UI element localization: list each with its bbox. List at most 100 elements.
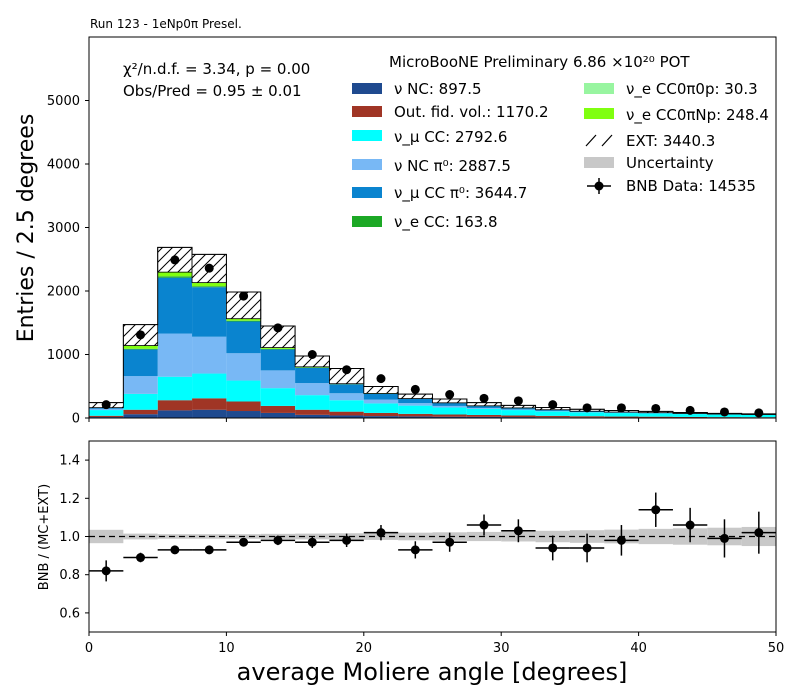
svg-text:ν NC: 897.5: ν NC: 897.5 xyxy=(394,80,482,98)
ratio-point xyxy=(582,543,592,553)
bar-numu_cc_pi0-3 xyxy=(192,287,227,337)
top-x-ticks xyxy=(88,418,777,422)
bar-nue_cc-4 xyxy=(226,320,261,322)
bar-numu_cc-0 xyxy=(89,410,124,416)
y-tick-label: 5000 xyxy=(47,94,80,109)
top-y-axis-label: Entries / 2.5 degrees xyxy=(14,114,39,343)
data-point xyxy=(719,407,729,417)
bar-nu_nc_pi0-0 xyxy=(89,408,124,411)
bar-out_fid-19 xyxy=(741,417,776,418)
legend-item-nue-cc0pi0p: ν_e CC0π0p: 30.3 xyxy=(584,80,758,99)
legend-item-ext: EXT: 3440.3 xyxy=(585,132,715,150)
ratio-point xyxy=(410,545,420,555)
ratio-point xyxy=(239,537,249,547)
legend-item-data: BNB Data: 14535 xyxy=(587,177,756,195)
ratio-y-tick-label: 1.4 xyxy=(59,454,80,469)
bar-numu_cc_pi0-6 xyxy=(295,367,330,384)
bar-nu_nc-4 xyxy=(226,411,261,418)
data-point xyxy=(616,403,626,413)
bar-ext-9 xyxy=(397,393,433,399)
bar-out_fid-0 xyxy=(89,415,124,418)
bar-nu_nc_pi0-5 xyxy=(260,370,296,389)
bar-nu_nc_pi0-13 xyxy=(535,410,570,412)
bar-numu_cc_pi0-12 xyxy=(501,408,536,410)
bar-numu_cc_pi0-10 xyxy=(432,403,467,406)
bar-nu_nc_pi0-11 xyxy=(466,407,502,409)
bar-out_fid-9 xyxy=(398,413,433,417)
bar-numu_cc-11 xyxy=(466,408,502,415)
svg-text:ν_e CC0π0p: 30.3: ν_e CC0π0p: 30.3 xyxy=(626,80,758,99)
data-point xyxy=(513,396,523,406)
svg-text:ν_μ CC: 2792.6: ν_μ CC: 2792.6 xyxy=(394,128,507,147)
ratio-y-tick-label: 0.6 xyxy=(59,606,80,621)
bar-out_fid-18 xyxy=(707,417,742,418)
ratio-point xyxy=(170,545,180,555)
bar-out_fid-17 xyxy=(672,416,708,418)
bar-nu_nc_pi0-7 xyxy=(329,393,364,401)
bar-numu_cc-4 xyxy=(226,380,261,402)
bar-numu_cc-12 xyxy=(501,410,536,416)
svg-text:EXT: 3440.3: EXT: 3440.3 xyxy=(626,132,715,150)
uncertainty-bin xyxy=(89,529,124,544)
bar-numu_cc-1 xyxy=(123,393,158,410)
data-points xyxy=(101,255,764,418)
y-tick-label: 1000 xyxy=(47,348,80,363)
data-point xyxy=(239,291,249,301)
x-tick-label: 10 xyxy=(218,641,235,656)
bar-nu_nc-5 xyxy=(260,412,296,418)
bar-out_fid-2 xyxy=(157,400,193,411)
data-point xyxy=(307,350,317,359)
bar-nu_nc_pi0-2 xyxy=(157,333,193,377)
bar-nue_cc-1 xyxy=(123,348,158,350)
bar-numu_cc-8 xyxy=(363,403,399,413)
ratio-y-axis: 0.6 0.8 1.0 1.2 1.4 xyxy=(59,454,89,621)
bar-nue_cc0piNp-3 xyxy=(192,282,227,287)
data-point xyxy=(582,403,592,413)
legend-item-nue-cc0pinp: ν_e CC0πNp: 248.4 xyxy=(584,106,769,125)
x-tick-label: 30 xyxy=(493,641,510,656)
legend-item-nu-nc-pi0: ν NC π⁰: 2887.5 xyxy=(352,157,511,175)
bar-numu_cc-5 xyxy=(260,388,296,406)
bar-nue_cc0piNp-5 xyxy=(260,347,296,349)
bar-out_fid-10 xyxy=(432,414,467,417)
bar-numu_cc-13 xyxy=(535,411,570,416)
bar-numu_cc_pi0-13 xyxy=(535,409,570,411)
bar-out_fid-13 xyxy=(535,415,570,418)
x-axis: 0 10 20 30 40 50 xyxy=(85,632,784,656)
bar-nu_nc_pi0-6 xyxy=(295,383,330,396)
bar-nu_nc_pi0-9 xyxy=(398,403,433,406)
bar-nu_nc-10 xyxy=(432,416,467,418)
bar-nu_nc-7 xyxy=(329,415,364,418)
bar-numu_cc-10 xyxy=(432,407,467,415)
bar-out_fid-6 xyxy=(295,409,330,415)
data-point xyxy=(136,330,146,340)
legend-item-out-fid: Out. fid. vol.: 1170.2 xyxy=(352,103,549,121)
svg-text:Out. fid. vol.: 1170.2: Out. fid. vol.: 1170.2 xyxy=(394,103,549,121)
top-panel: 0 1000 2000 3000 4000 5000 Entries / 2.5 degr… xyxy=(14,36,777,427)
ratio-point xyxy=(204,545,214,555)
data-point xyxy=(101,400,111,410)
ratio-point xyxy=(101,566,111,576)
data-point xyxy=(685,405,695,415)
bar-out_fid-4 xyxy=(226,401,261,412)
bar-out_fid-14 xyxy=(569,416,605,418)
y-tick-label: 3000 xyxy=(47,221,80,236)
bar-out_fid-1 xyxy=(123,409,158,415)
ratio-point xyxy=(479,520,489,530)
x-tick-label: 50 xyxy=(768,641,785,656)
bar-nu_nc-8 xyxy=(363,416,399,418)
ratio-point xyxy=(719,533,729,543)
bar-numu_cc_pi0-5 xyxy=(260,349,296,371)
bar-nue_cc-5 xyxy=(260,348,296,350)
svg-text:ν_e CC0πNp: 248.4: ν_e CC0πNp: 248.4 xyxy=(626,106,769,125)
y-tick-label: 2000 xyxy=(47,285,80,300)
ratio-point xyxy=(548,543,558,553)
ratio-points xyxy=(89,492,776,582)
bar-nue_cc-2 xyxy=(157,276,193,278)
data-point xyxy=(445,390,455,400)
bar-out_fid-16 xyxy=(638,416,673,418)
bar-nu_nc_pi0-8 xyxy=(363,399,399,404)
bar-nu_nc-2 xyxy=(157,410,193,418)
x-tick-label: 40 xyxy=(630,641,647,656)
